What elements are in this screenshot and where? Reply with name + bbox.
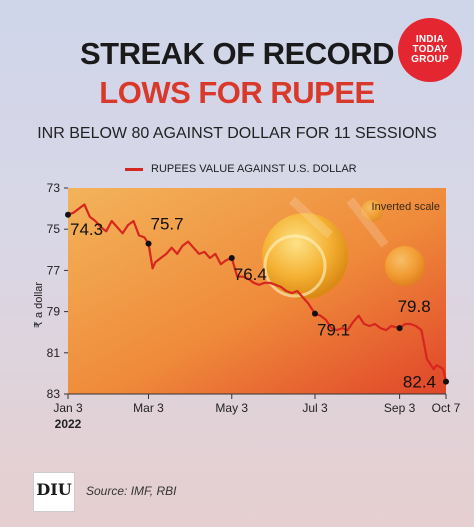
rupee-coins-decoration	[262, 196, 425, 299]
x-tick-label: Oct 7	[432, 401, 461, 415]
logo-line-1: INDIA	[415, 34, 445, 45]
annotation-label: 79.8	[398, 297, 431, 316]
title-line-1: STREAK OF RECORD	[79, 36, 395, 71]
y-tick-label: 77	[47, 263, 61, 277]
diu-logo: DIU	[33, 472, 75, 512]
annotation-dot	[65, 211, 71, 218]
x-tick-sublabel: 2022	[55, 417, 82, 431]
logo-line-2: TODAY	[412, 44, 448, 55]
annotation-label: 82.4	[403, 373, 436, 392]
x-tick-label: May 3	[215, 401, 248, 415]
title-line-2: LOWS FOR RUPEE	[99, 75, 375, 110]
annotation-label: 75.7	[151, 215, 184, 234]
annotation-dot	[443, 378, 449, 385]
inverted-scale-note: Inverted scale	[372, 201, 440, 213]
y-tick-label: 83	[47, 387, 61, 401]
y-tick-label: 75	[47, 222, 61, 236]
annotation-dot	[145, 240, 152, 247]
annotation-label: 76.4	[234, 265, 267, 284]
coin-icon	[385, 246, 425, 286]
source-note: Source: IMF, RBI	[86, 484, 177, 498]
y-tick-label: 79	[47, 305, 61, 319]
x-tick-label: Jan 3	[53, 401, 83, 415]
coin-icon	[262, 213, 348, 299]
annotation-label: 74.3	[70, 220, 103, 239]
logo-line-3: GROUP	[411, 54, 449, 65]
y-tick-label: 73	[47, 181, 61, 195]
india-today-group-logo: INDIA TODAY GROUP	[398, 18, 462, 82]
annotation-dot	[228, 255, 235, 262]
legend-label: RUPEES VALUE AGAINST U.S. DOLLAR	[151, 163, 357, 175]
diu-logo-text: DIU	[36, 480, 72, 499]
x-tick-label: Jul 3	[302, 401, 328, 415]
x-tick-label: Mar 3	[133, 401, 164, 415]
coin-icon	[263, 234, 327, 298]
legend-swatch	[125, 167, 143, 171]
annotation-dot	[396, 325, 403, 332]
subtitle: INR BELOW 80 AGAINST DOLLAR FOR 11 SESSI…	[37, 125, 437, 142]
y-axis-label: ₹ a dollar	[33, 282, 45, 328]
arrow-icon	[288, 196, 334, 239]
annotation-dot	[311, 310, 318, 317]
coin-icon	[361, 200, 383, 222]
annotation-label: 79.1	[317, 321, 350, 340]
arrow-icon	[346, 197, 389, 248]
y-tick-label: 81	[47, 346, 61, 360]
plot-area	[68, 188, 446, 394]
chart-legend: RUPEES VALUE AGAINST U.S. DOLLAR	[125, 163, 357, 175]
x-tick-label: Sep 3	[384, 401, 416, 415]
